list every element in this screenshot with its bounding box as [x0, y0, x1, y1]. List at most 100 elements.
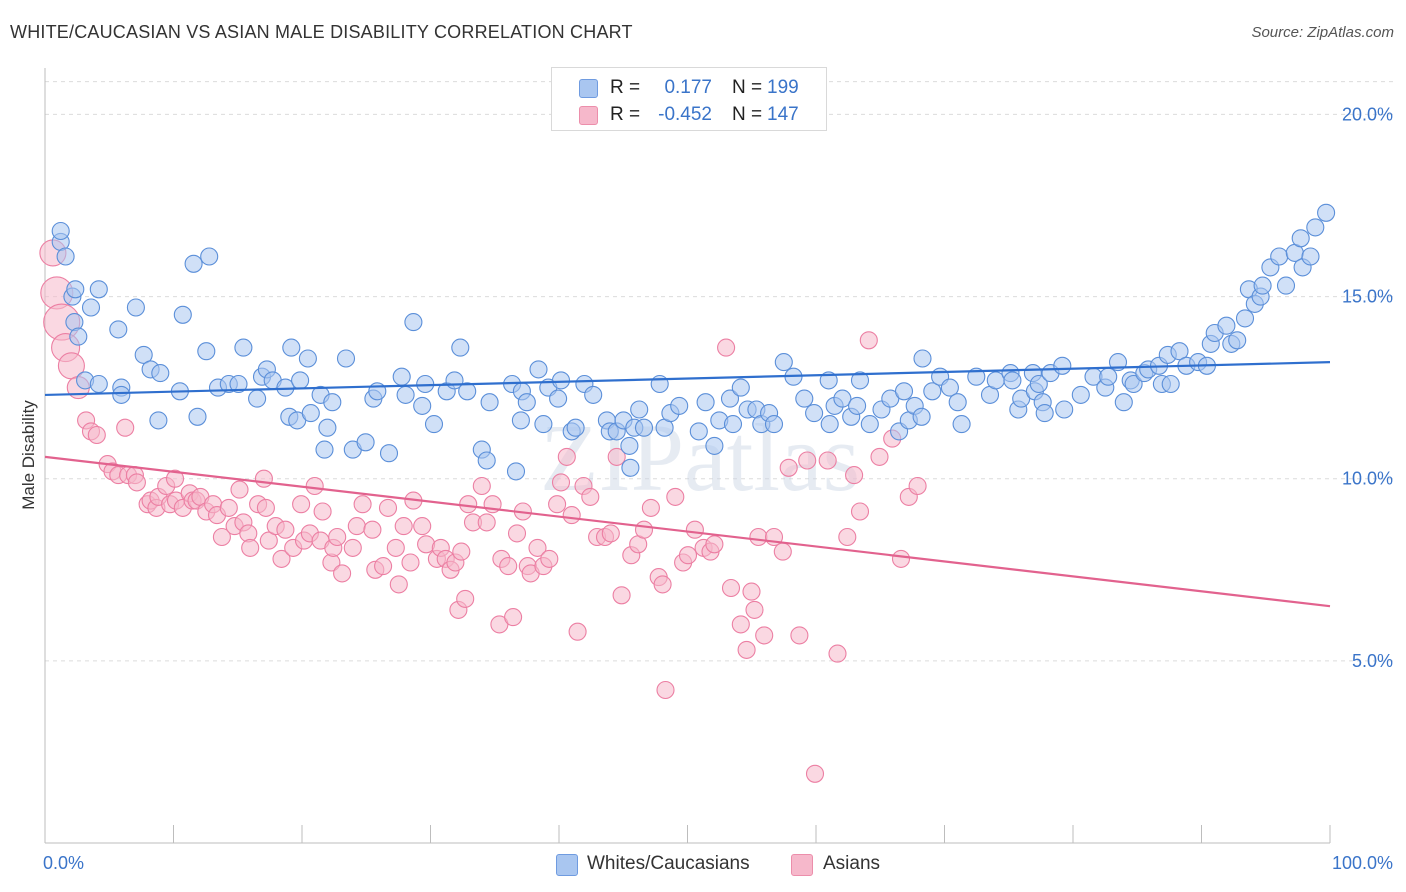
- data-point: [234, 338, 253, 357]
- data-point: [557, 447, 576, 466]
- legend-n-label: N =: [732, 104, 763, 125]
- data-point: [480, 393, 499, 412]
- data-point: [1035, 404, 1054, 423]
- data-point: [276, 520, 295, 539]
- data-point: [212, 527, 231, 547]
- data-point: [173, 305, 192, 324]
- legend-n-label: N =: [732, 77, 763, 98]
- data-point: [1053, 356, 1072, 375]
- data-point: [1270, 247, 1289, 266]
- y-tick-label: 20.0%: [1342, 104, 1393, 124]
- data-point: [200, 247, 219, 266]
- data-point: [528, 538, 547, 557]
- data-point: [477, 513, 496, 532]
- data-point: [413, 517, 432, 536]
- data-point: [1235, 309, 1255, 328]
- legend-n-value: 199: [767, 77, 799, 98]
- data-point: [1161, 374, 1180, 394]
- data-point: [773, 542, 792, 561]
- x-tick-label: 100.0%: [1332, 853, 1393, 873]
- legend-r-label: R =: [610, 77, 641, 98]
- data-point: [678, 546, 698, 565]
- data-point: [116, 418, 135, 437]
- data-point: [1114, 393, 1133, 412]
- data-point: [1228, 331, 1247, 350]
- data-point: [717, 338, 736, 357]
- data-point: [374, 557, 393, 576]
- data-point: [229, 374, 248, 394]
- data-point: [328, 527, 347, 547]
- data-point: [894, 382, 914, 401]
- data-point: [452, 542, 471, 561]
- data-point: [1317, 203, 1336, 222]
- data-point: [805, 404, 824, 423]
- data-point: [612, 586, 631, 605]
- data-point: [529, 360, 548, 379]
- data-point: [912, 407, 931, 426]
- data-point: [656, 680, 675, 700]
- data-point: [112, 385, 131, 404]
- data-point: [666, 487, 685, 506]
- y-axis-label: Male Disability: [19, 400, 38, 510]
- data-point: [378, 498, 398, 517]
- data-point: [301, 404, 320, 423]
- legend-n-value: 147: [767, 104, 799, 125]
- whites-points: [51, 203, 1336, 481]
- data-point: [126, 298, 145, 317]
- legend-swatch-asians: [791, 854, 813, 876]
- data-point: [149, 411, 168, 430]
- data-point: [1291, 229, 1310, 248]
- data-point: [764, 415, 784, 434]
- data-point: [850, 371, 870, 390]
- data-point: [795, 389, 814, 408]
- x-tick-labels: 0.0% 100.0%: [43, 853, 1393, 873]
- data-point: [838, 527, 857, 547]
- data-point: [259, 531, 278, 550]
- data-point: [477, 451, 496, 470]
- data-point: [504, 608, 523, 627]
- data-point: [607, 447, 626, 466]
- data-point: [188, 407, 207, 426]
- data-point: [845, 466, 864, 485]
- data-point: [404, 313, 423, 332]
- data-point: [389, 575, 408, 594]
- data-point: [581, 487, 600, 506]
- data-point: [779, 458, 798, 477]
- data-point: [1306, 218, 1325, 237]
- data-point: [621, 458, 640, 477]
- data-point: [540, 549, 559, 568]
- data-point: [705, 535, 724, 554]
- data-point: [379, 444, 399, 463]
- data-point: [248, 389, 267, 408]
- data-point: [256, 498, 275, 517]
- data-point: [456, 589, 475, 608]
- data-point: [723, 415, 743, 434]
- data-point: [755, 626, 774, 645]
- data-point: [1099, 367, 1118, 386]
- data-point: [913, 349, 932, 368]
- data-point: [745, 600, 764, 619]
- series-legend: Whites/Caucasians Asians: [0, 852, 1406, 880]
- data-point: [870, 447, 889, 466]
- legend-r-value: 0.177: [664, 77, 712, 98]
- data-point: [1003, 371, 1022, 390]
- data-point: [742, 582, 761, 601]
- data-point: [165, 469, 185, 488]
- whites-trend-line: [44, 361, 1331, 397]
- data-point: [305, 476, 324, 496]
- trend-lines: [44, 361, 1331, 608]
- data-point: [315, 440, 334, 459]
- data-point: [356, 433, 375, 452]
- data-point: [601, 524, 620, 543]
- data-point: [272, 549, 291, 568]
- data-point: [282, 338, 301, 357]
- data-point: [620, 436, 639, 455]
- data-point: [151, 364, 170, 383]
- legend-r-label: R =: [610, 104, 641, 125]
- data-point: [819, 371, 838, 390]
- data-point: [336, 349, 356, 368]
- chart-title: WHITE/CAUCASIAN VS ASIAN MALE DISABILITY…: [10, 22, 633, 42]
- data-point: [363, 520, 382, 539]
- data-point: [967, 367, 986, 386]
